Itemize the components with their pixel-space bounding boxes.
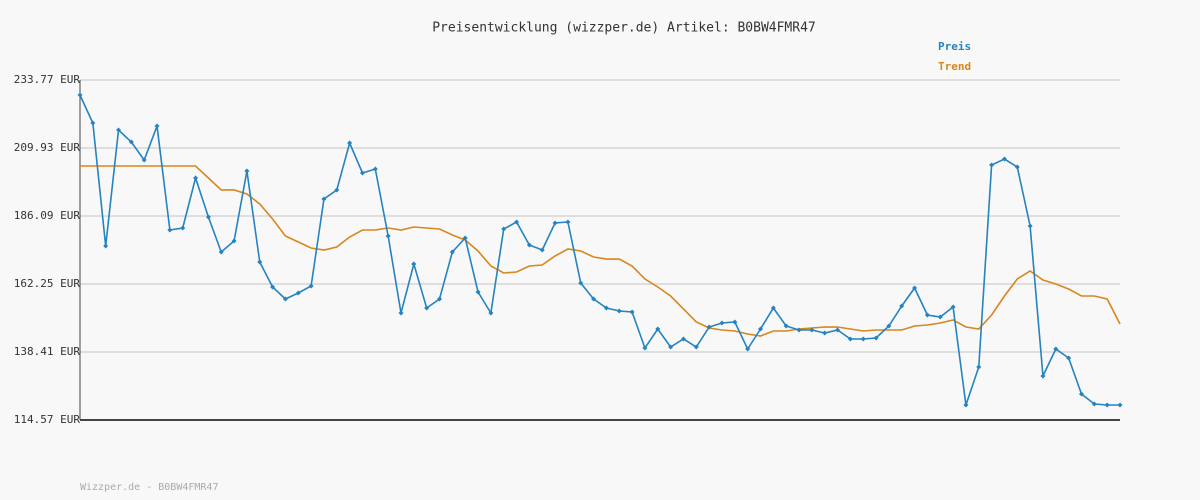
point-marker <box>270 284 276 290</box>
point-marker <box>154 123 160 129</box>
point-marker <box>244 168 250 174</box>
point-marker <box>295 290 301 296</box>
point-marker <box>1040 373 1046 379</box>
point-marker <box>501 226 507 232</box>
point-marker <box>642 345 648 351</box>
point-marker <box>77 92 83 98</box>
point-marker <box>90 120 96 126</box>
point-marker <box>1091 401 1097 407</box>
y-tick-label: 233.77 EUR <box>14 73 81 86</box>
point-marker <box>1014 164 1020 170</box>
point-marker <box>167 227 173 233</box>
point-marker <box>565 219 571 225</box>
y-tick-label: 114.57 EUR <box>14 413 81 426</box>
point-marker <box>475 289 481 295</box>
point-marker <box>629 309 635 315</box>
footer: Wizzper.de - B0BW4FMR47 <box>80 482 218 493</box>
point-marker <box>488 310 494 316</box>
point-marker <box>616 308 622 314</box>
point-marker <box>745 346 751 352</box>
point-marker <box>141 157 147 163</box>
point-marker <box>539 247 545 253</box>
y-tick-label: 186.09 EUR <box>14 209 81 222</box>
point-marker <box>1066 355 1072 361</box>
point-marker <box>860 336 866 342</box>
point-marker <box>835 327 841 333</box>
legend-label: Trend <box>938 60 971 73</box>
point-marker <box>912 285 918 291</box>
point-marker <box>886 323 892 329</box>
point-marker <box>449 249 455 255</box>
point-marker <box>321 196 327 202</box>
point-marker <box>1117 402 1123 408</box>
point-marker <box>1027 223 1033 229</box>
y-tick-label: 209.93 EUR <box>14 141 81 154</box>
point-marker <box>180 225 186 231</box>
y-tick-label: 138.41 EUR <box>14 345 81 358</box>
point-marker <box>937 314 943 320</box>
point-marker <box>437 296 443 302</box>
point-marker <box>655 326 661 332</box>
point-marker <box>116 127 122 133</box>
point-marker <box>347 140 353 146</box>
point-marker <box>103 243 109 249</box>
point-marker <box>526 242 532 248</box>
point-marker <box>668 344 674 350</box>
series-line <box>79 94 1120 406</box>
point-marker <box>411 261 417 267</box>
point-marker <box>873 335 879 341</box>
point-marker <box>693 344 699 350</box>
point-marker <box>950 304 956 310</box>
point-marker <box>514 219 520 225</box>
point-marker <box>1001 156 1007 162</box>
point-marker <box>578 280 584 286</box>
point-marker <box>398 310 404 316</box>
point-marker <box>128 139 134 145</box>
point-marker <box>822 330 828 336</box>
chart-title: Preisentwicklung (wizzper.de) Artikel: B… <box>432 21 816 36</box>
point-marker <box>424 305 430 311</box>
point-marker <box>783 323 789 329</box>
point-marker <box>719 320 725 326</box>
point-marker <box>462 235 468 241</box>
point-marker <box>257 259 263 265</box>
point-marker <box>1104 402 1110 408</box>
point-marker <box>732 319 738 325</box>
point-marker <box>552 220 558 226</box>
point-marker <box>809 327 815 333</box>
point-marker <box>359 170 365 176</box>
point-marker <box>282 296 288 302</box>
point-marker <box>680 336 686 342</box>
point-marker <box>385 233 391 239</box>
point-marker <box>218 249 224 255</box>
point-marker <box>796 327 802 333</box>
y-tick-label: 162.25 EUR <box>14 277 81 290</box>
point-marker <box>770 305 776 311</box>
point-marker <box>205 214 211 220</box>
point-marker <box>706 324 712 330</box>
point-marker <box>1078 391 1084 397</box>
point-marker <box>847 336 853 342</box>
point-marker <box>193 175 199 181</box>
point-marker <box>334 187 340 193</box>
point-marker <box>372 166 378 172</box>
point-marker <box>989 162 995 168</box>
point-marker <box>231 238 237 244</box>
point-marker <box>1053 346 1059 352</box>
point-marker <box>757 326 763 332</box>
point-marker <box>308 283 314 289</box>
point-marker <box>591 296 597 302</box>
point-marker <box>603 305 609 311</box>
point-marker <box>924 312 930 318</box>
point-marker <box>976 364 982 370</box>
legend-label: Preis <box>938 40 971 53</box>
point-marker <box>963 402 969 408</box>
series-line <box>80 165 1121 337</box>
point-marker <box>899 303 905 309</box>
